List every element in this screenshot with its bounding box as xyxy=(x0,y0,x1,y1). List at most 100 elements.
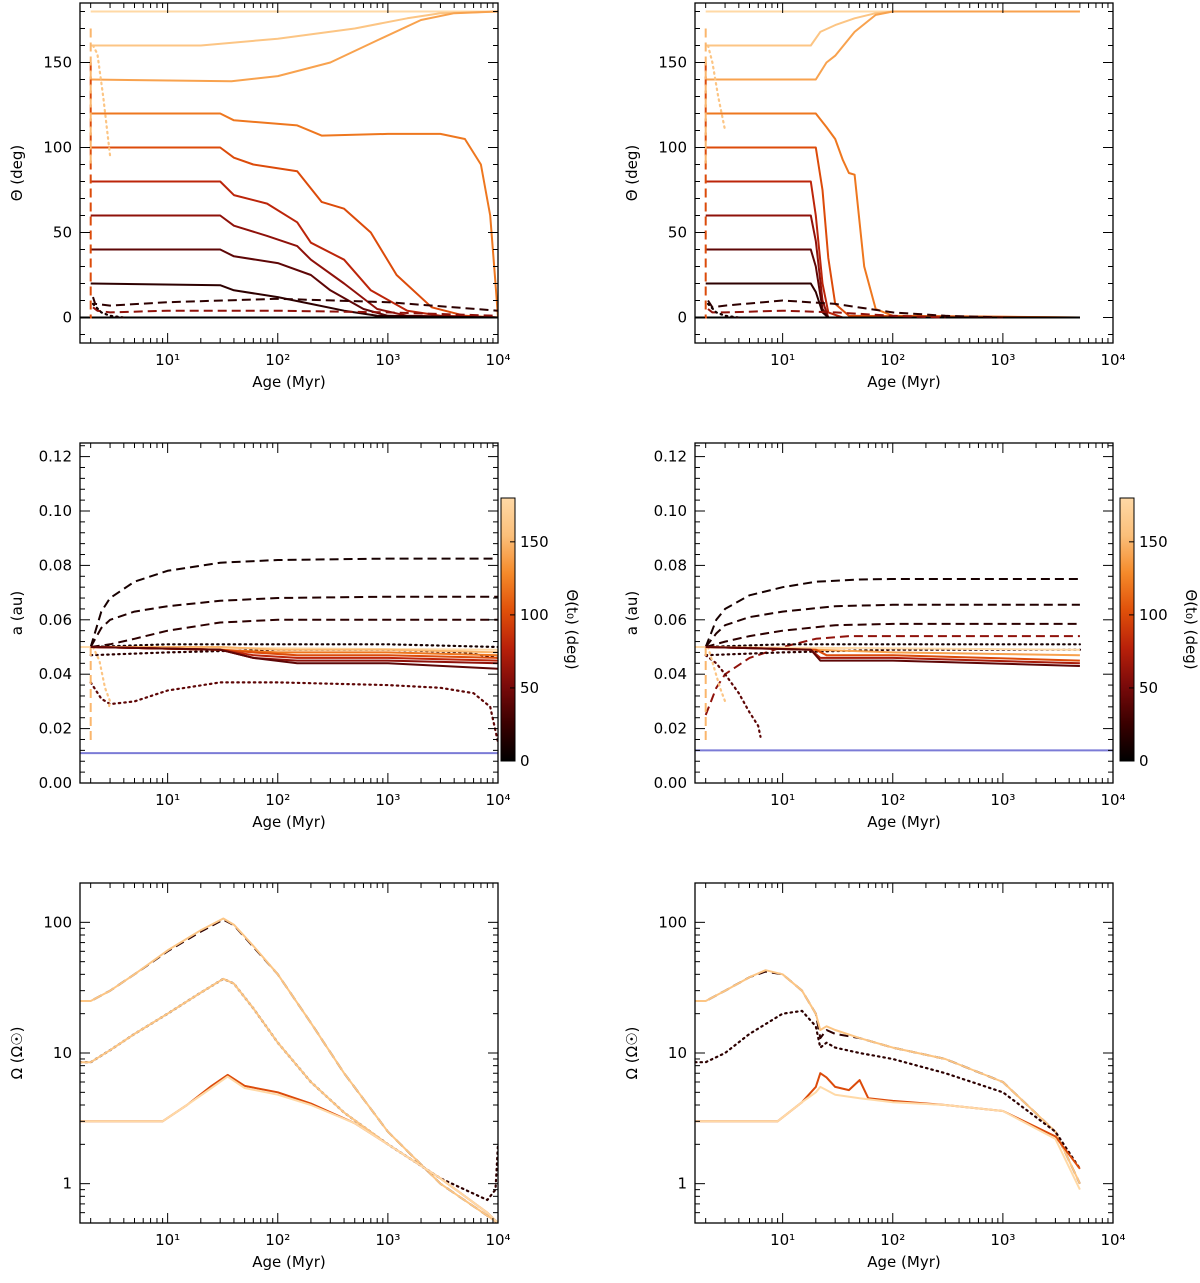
x-tick-label: 10¹ xyxy=(770,791,795,809)
x-tick-label: 10⁴ xyxy=(1100,351,1125,369)
series-160 xyxy=(90,10,498,47)
series-solid-40 xyxy=(705,646,1080,667)
x-tick-label: 10³ xyxy=(375,351,400,369)
colorbar: 0 50 100 150 Θ(t₀) (deg) xyxy=(500,497,581,770)
x-tick-label: 10³ xyxy=(990,351,1015,369)
y-tick-label: 0 xyxy=(62,309,72,327)
series-dashed-3 xyxy=(705,622,1080,648)
y-tick-label: 0.00 xyxy=(654,774,687,792)
series-slow-light xyxy=(80,1075,498,1223)
y-tick-label: 0.06 xyxy=(39,611,72,629)
series-dashed-a xyxy=(707,299,1003,319)
y-tick-label: 0.00 xyxy=(39,774,72,792)
series-120 xyxy=(90,112,498,318)
series-group xyxy=(695,969,1082,1191)
y-tick-label: 10 xyxy=(53,1044,72,1062)
x-tick-label: 10¹ xyxy=(155,1231,180,1249)
colorbar-tick-label: 150 xyxy=(520,533,549,551)
y-axis-label: a (au) xyxy=(8,591,26,635)
x-axis-label: Age (Myr) xyxy=(867,1253,940,1271)
colorbar-tick-label: 0 xyxy=(520,752,530,770)
series-fast-orange xyxy=(80,917,498,1223)
y-tick-label: 0.04 xyxy=(654,665,687,683)
plot-frame xyxy=(694,2,1114,344)
y-axis-label: Θ (deg) xyxy=(623,145,641,202)
series-160 xyxy=(705,10,1080,47)
x-tick-label: 10¹ xyxy=(770,351,795,369)
y-tick-label: 0.10 xyxy=(654,502,687,520)
x-tick-label: 10¹ xyxy=(770,1231,795,1249)
panel-omega-right: 10¹ 10² 10³ 10⁴ 1 10 100 Age (Myr) Ω (Ω☉) xyxy=(623,882,1126,1271)
x-tick-label: 10⁴ xyxy=(485,791,510,809)
series-dotted-b xyxy=(91,302,125,319)
series-dashed-b xyxy=(707,308,946,319)
y-tick-label: 0.08 xyxy=(39,556,72,574)
series-120 xyxy=(705,112,1080,319)
series-100 xyxy=(705,146,1080,319)
series-dotted-3 xyxy=(704,654,762,738)
series-solid-150 xyxy=(90,646,498,654)
x-tick-label: 10⁴ xyxy=(485,1231,510,1249)
y-axis-label: a (au) xyxy=(623,591,641,635)
colorbar-tick-label: 100 xyxy=(520,606,549,624)
colorbar-gradient xyxy=(1119,497,1135,762)
panel-theta-right: 10¹ 10² 10³ 10⁴ 0 50 100 150 Age (Myr) Θ (deg) xyxy=(623,2,1126,391)
plot-frame xyxy=(79,442,499,784)
x-tick-label: 10² xyxy=(265,351,290,369)
colorbar-label: Θ(t₀) (deg) xyxy=(563,589,581,669)
series-dotted-orange xyxy=(706,645,727,703)
y-tick-label: 0 xyxy=(677,309,687,327)
panel-theta-left: 10¹ 10² 10³ 10⁴ 0 50 100 150 Age (Myr) Θ (deg) xyxy=(8,2,511,391)
series-dotted-orange xyxy=(91,645,112,711)
series-dashed-2 xyxy=(89,595,498,648)
series-40 xyxy=(90,248,498,319)
x-axis-label: Age (Myr) xyxy=(867,373,940,391)
x-tick-label: 10³ xyxy=(990,1231,1015,1249)
x-axis-label: Age (Myr) xyxy=(252,373,325,391)
ticks: 10¹ 10² 10³ 10⁴ 1 10 100 xyxy=(43,882,511,1249)
y-tick-label: 0.10 xyxy=(39,502,72,520)
x-tick-label: 10² xyxy=(265,1231,290,1249)
series-fast-orange xyxy=(695,969,1081,1185)
x-tick-label: 10¹ xyxy=(155,791,180,809)
x-tick-label: 10² xyxy=(265,791,290,809)
y-tick-label: 0.04 xyxy=(39,665,72,683)
y-tick-label: 0.12 xyxy=(654,448,687,466)
y-tick-label: 150 xyxy=(658,54,687,72)
x-tick-label: 10² xyxy=(880,1231,905,1249)
series-group xyxy=(80,917,498,1223)
series-dotted-a xyxy=(91,44,112,158)
y-axis-label: Θ (deg) xyxy=(8,145,26,202)
ticks: 10¹ 10² 10³ 10⁴ 0 50 100 150 xyxy=(658,3,1126,369)
x-tick-label: 10³ xyxy=(990,791,1015,809)
series-group xyxy=(695,578,1113,752)
x-axis-label: Age (Myr) xyxy=(867,813,940,831)
y-tick-label: 1 xyxy=(677,1175,687,1193)
x-tick-label: 10¹ xyxy=(155,351,180,369)
series-dotted-b xyxy=(706,302,740,319)
panel-a-right: 10¹ 10² 10³ 10⁴ 0.00 0.02 0.04 0.06 0.08 0.10 0.12… xyxy=(623,442,1126,831)
colorbar-tick-label: 100 xyxy=(1139,606,1168,624)
plot-frame xyxy=(79,2,499,344)
series-dotted-3 xyxy=(89,681,498,744)
colorbar: 0 50 100 150 Θ(t₀) (deg) xyxy=(1119,497,1200,770)
x-tick-label: 10² xyxy=(880,791,905,809)
series-dotted-1 xyxy=(89,643,498,649)
y-tick-label: 50 xyxy=(668,224,687,242)
series-dashed-b xyxy=(92,306,498,317)
series-140 xyxy=(90,10,498,83)
plot-frame xyxy=(694,442,1114,784)
series-dotted-a xyxy=(706,44,727,132)
series-medium-orange xyxy=(80,977,389,1146)
ticks: 10¹ 10² 10³ 10⁴ 0.00 0.02 0.04 0.06 0.08 0.10 0.12 xyxy=(654,443,1126,809)
y-axis-label: Ω (Ω☉) xyxy=(623,1027,641,1080)
colorbar-label: Θ(t₀) (deg) xyxy=(1182,589,1200,669)
x-tick-label: 10⁴ xyxy=(1100,1231,1125,1249)
x-tick-label: 10³ xyxy=(375,1231,400,1249)
ticks: 10¹ 10² 10³ 10⁴ 0.00 0.02 0.04 0.06 0.08 0.10 0.12 xyxy=(39,443,511,809)
series-100 xyxy=(90,146,498,319)
colorbar-tick-label: 50 xyxy=(520,679,539,697)
plot-frame xyxy=(79,882,499,1224)
series-group xyxy=(80,557,498,755)
y-axis-label: Ω (Ω☉) xyxy=(8,1027,26,1080)
